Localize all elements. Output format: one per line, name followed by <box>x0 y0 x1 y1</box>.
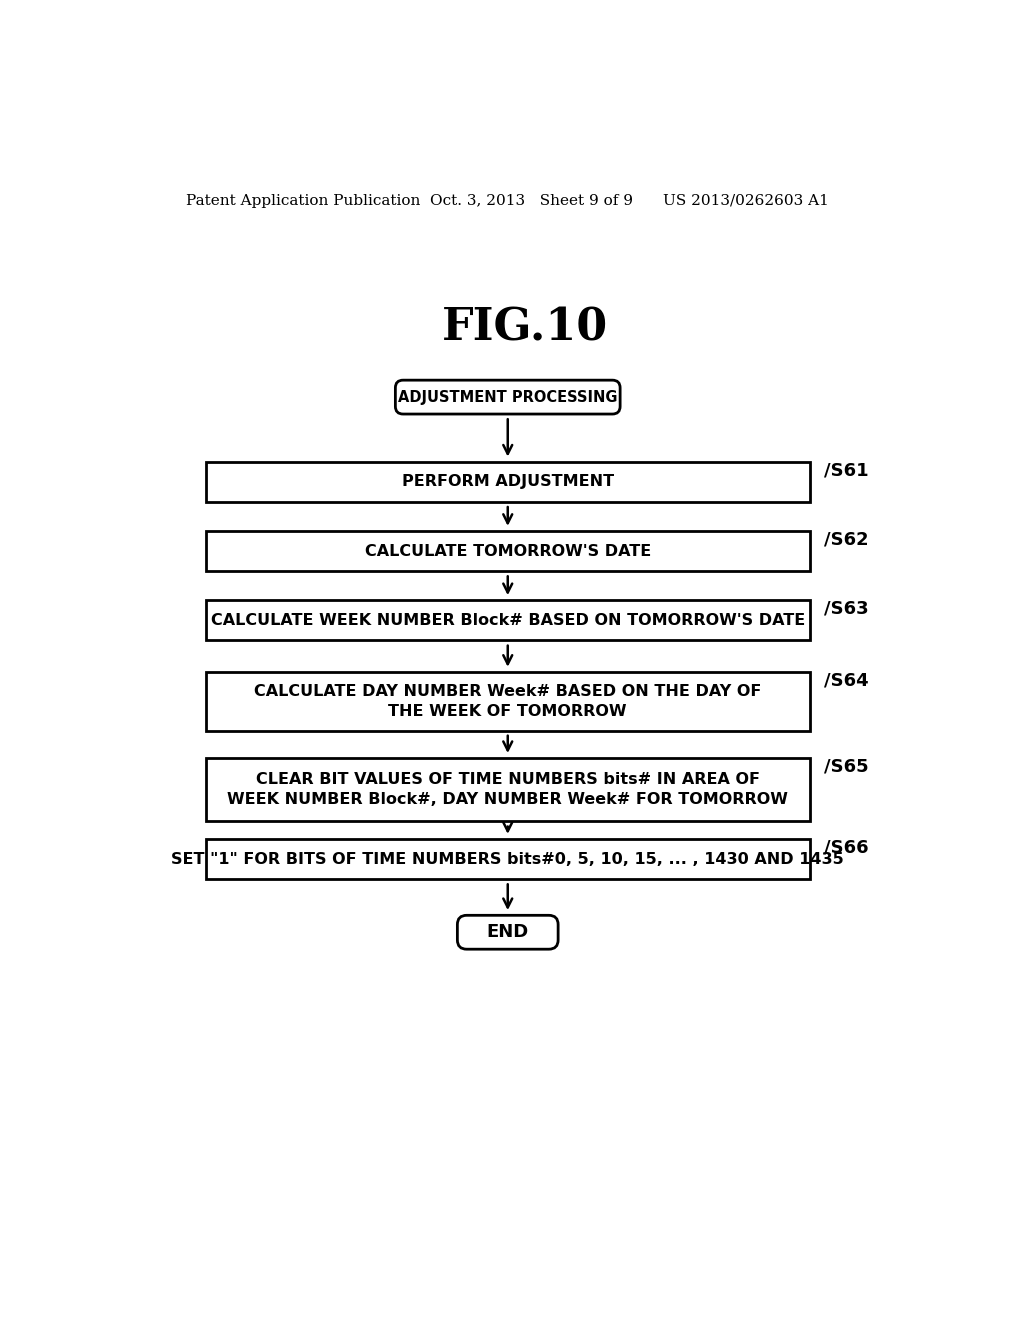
Text: END: END <box>486 923 528 941</box>
Bar <box>206 672 810 730</box>
Text: /S64: /S64 <box>824 671 868 689</box>
FancyBboxPatch shape <box>395 380 621 414</box>
Text: /S62: /S62 <box>824 531 868 548</box>
Text: CALCULATE WEEK NUMBER Block# BASED ON TOMORROW'S DATE: CALCULATE WEEK NUMBER Block# BASED ON TO… <box>211 612 805 628</box>
Bar <box>206 758 810 821</box>
Text: /S61: /S61 <box>824 461 868 479</box>
Text: /S66: /S66 <box>824 838 868 857</box>
Text: CLEAR BIT VALUES OF TIME NUMBERS bits# IN AREA OF
WEEK NUMBER Block#, DAY NUMBER: CLEAR BIT VALUES OF TIME NUMBERS bits# I… <box>227 772 788 808</box>
Bar <box>206 601 810 640</box>
Text: Oct. 3, 2013   Sheet 9 of 9: Oct. 3, 2013 Sheet 9 of 9 <box>430 194 633 207</box>
Text: ADJUSTMENT PROCESSING: ADJUSTMENT PROCESSING <box>398 389 617 405</box>
Text: CALCULATE DAY NUMBER Week# BASED ON THE DAY OF
THE WEEK OF TOMORROW: CALCULATE DAY NUMBER Week# BASED ON THE … <box>254 684 762 718</box>
Text: PERFORM ADJUSTMENT: PERFORM ADJUSTMENT <box>401 474 613 490</box>
Text: /S63: /S63 <box>824 599 868 618</box>
Text: /S65: /S65 <box>824 758 868 775</box>
FancyBboxPatch shape <box>458 915 558 949</box>
Bar <box>206 531 810 572</box>
Text: CALCULATE TOMORROW'S DATE: CALCULATE TOMORROW'S DATE <box>365 544 651 558</box>
Bar <box>206 462 810 502</box>
Text: US 2013/0262603 A1: US 2013/0262603 A1 <box>663 194 828 207</box>
Bar <box>206 840 810 879</box>
Text: SET "1" FOR BITS OF TIME NUMBERS bits#0, 5, 10, 15, ... , 1430 AND 1435: SET "1" FOR BITS OF TIME NUMBERS bits#0,… <box>171 851 844 867</box>
Text: Patent Application Publication: Patent Application Publication <box>186 194 421 207</box>
Text: FIG.10: FIG.10 <box>441 306 608 350</box>
